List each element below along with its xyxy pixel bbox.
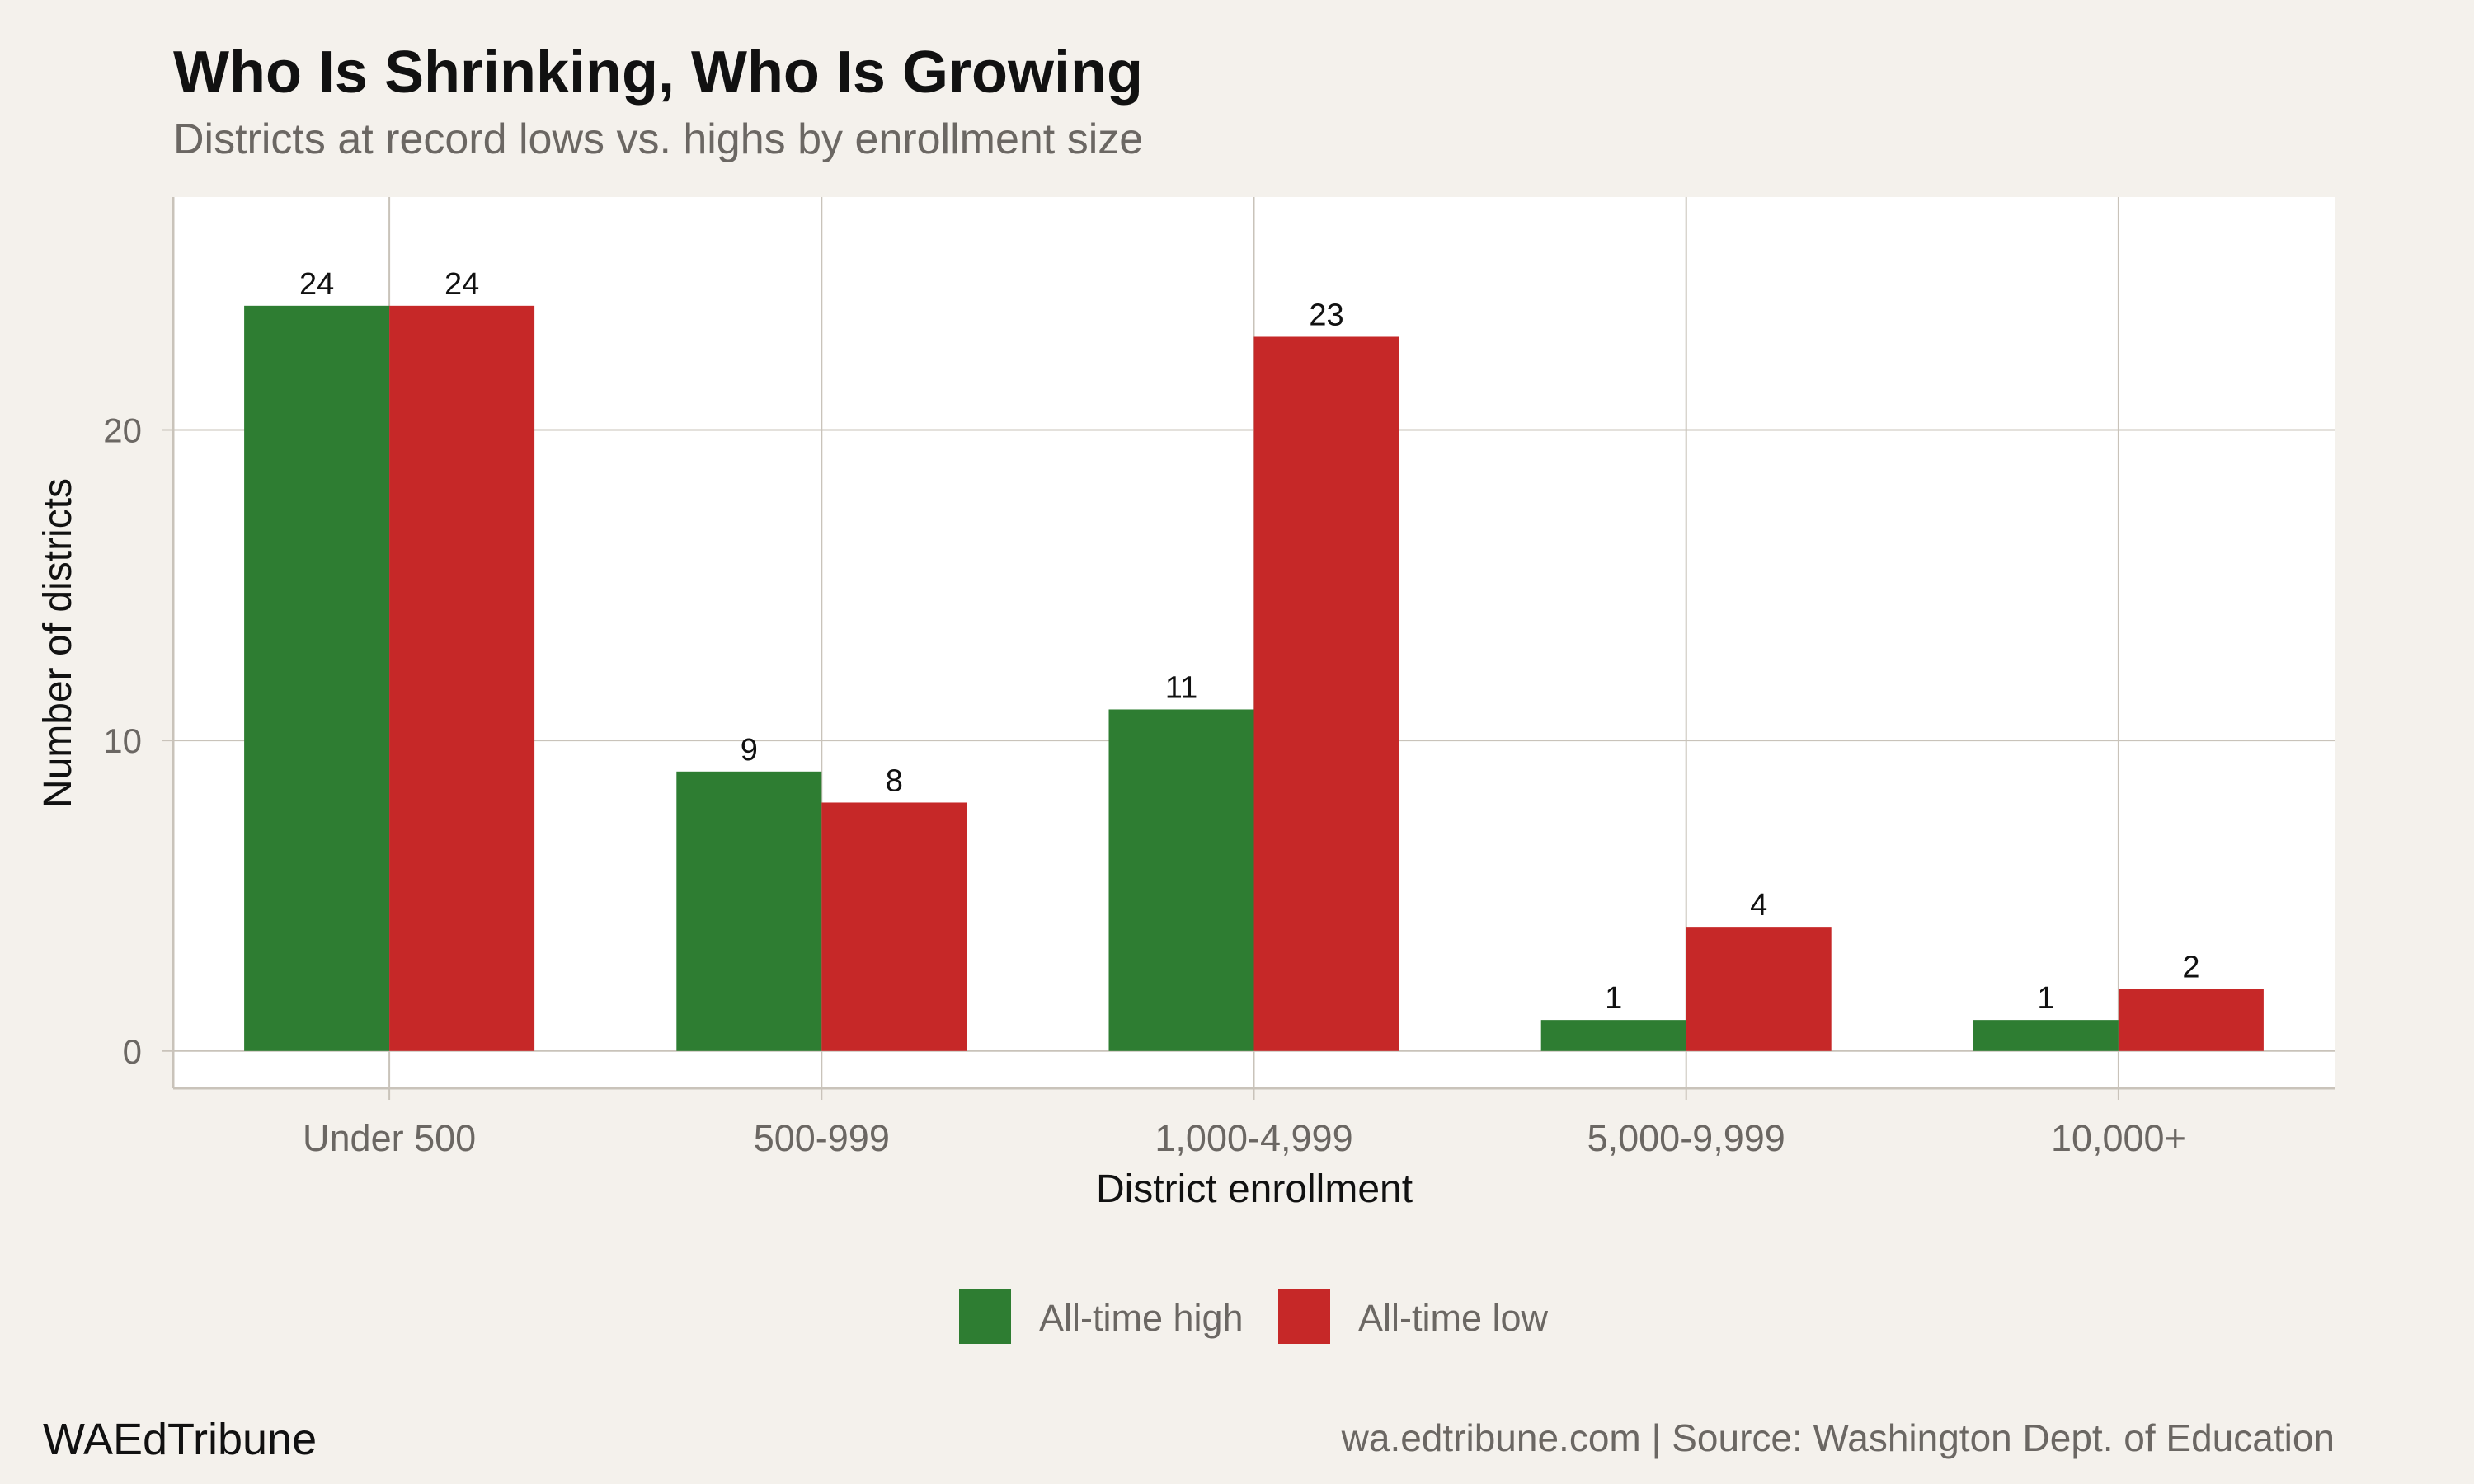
x-tick-labels: Under 500 500-999 1,000-4,999 5,000-9,999 10… [303, 1117, 2186, 1159]
brand-logo-text: WAEdTribune [43, 1415, 317, 1464]
x-tick-label: 10,000+ [2051, 1117, 2186, 1159]
data-label: 4 [1750, 888, 1767, 923]
data-label: 2 [2182, 950, 2199, 984]
y-tick-label: 0 [123, 1032, 142, 1071]
y-axis-title: Number of districts [36, 478, 80, 808]
data-label: 24 [444, 267, 479, 302]
bar-low [821, 802, 967, 1051]
y-tick-label: 10 [103, 721, 142, 760]
x-tick-label: 1,000-4,999 [1155, 1117, 1352, 1159]
bar-low [1686, 927, 1832, 1051]
bar-low [2118, 989, 2264, 1051]
bar-high [1108, 709, 1254, 1051]
x-tick-label: 5,000-9,999 [1587, 1117, 1785, 1159]
data-label: 1 [1605, 981, 1622, 1016]
bar-low [1253, 336, 1399, 1051]
bars [244, 305, 2264, 1051]
source-credit: wa.edtribune.com | Source: Washington De… [1341, 1416, 2335, 1459]
legend-swatch-high [959, 1289, 1011, 1344]
data-label: 23 [1309, 298, 1343, 332]
y-tick-labels: 0 10 20 [103, 411, 142, 1070]
x-axis-title: District enrollment [1096, 1167, 1413, 1211]
legend-label-low: All-time low [1358, 1297, 1549, 1339]
legend-swatch-low [1278, 1289, 1330, 1344]
data-label: 11 [1165, 670, 1197, 705]
y-tick-label: 20 [103, 411, 142, 449]
bar-high [244, 305, 390, 1051]
data-label: 24 [299, 267, 334, 302]
bar-low [389, 305, 535, 1051]
data-label: 9 [741, 733, 758, 768]
legend-label-high: All-time high [1039, 1297, 1244, 1339]
bar-high [676, 771, 822, 1051]
data-label: 1 [2037, 981, 2054, 1016]
data-label: 8 [886, 763, 903, 798]
bar-high [1540, 1020, 1686, 1051]
x-tick-label: 500-999 [754, 1117, 890, 1159]
chart-subtitle: Districts at record lows vs. highs by en… [173, 115, 1143, 163]
legend: All-time high All-time low [959, 1289, 1549, 1344]
chart-title: Who Is Shrinking, Who Is Growing [173, 40, 1143, 106]
x-tick-label: Under 500 [303, 1117, 476, 1159]
bar-high [1973, 1020, 2119, 1051]
